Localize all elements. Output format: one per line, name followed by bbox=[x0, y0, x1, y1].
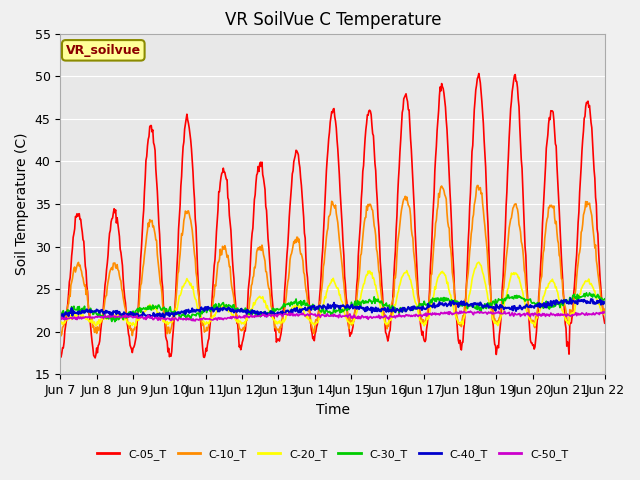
Line: C-50_T: C-50_T bbox=[60, 311, 605, 321]
C-50_T bbox=[207, 317, 215, 323]
C-20_T bbox=[179, 284, 186, 289]
C-05_T bbox=[602, 321, 609, 326]
C-40_T bbox=[67, 310, 74, 316]
X-axis label: Time: Time bbox=[316, 403, 350, 417]
C-10_T bbox=[474, 183, 481, 189]
C-20_T bbox=[207, 318, 215, 324]
C-20_T bbox=[131, 324, 139, 329]
C-40_T bbox=[56, 315, 64, 321]
C-10_T bbox=[123, 312, 131, 318]
C-40_T bbox=[160, 315, 168, 321]
C-10_T bbox=[416, 311, 424, 316]
C-20_T bbox=[602, 311, 609, 317]
C-40_T bbox=[602, 300, 609, 306]
C-10_T bbox=[400, 196, 408, 202]
Legend: C-05_T, C-10_T, C-20_T, C-30_T, C-40_T, C-50_T: C-05_T, C-10_T, C-20_T, C-30_T, C-40_T, … bbox=[93, 444, 573, 464]
C-20_T bbox=[400, 271, 408, 276]
C-50_T bbox=[56, 317, 64, 323]
Line: C-20_T: C-20_T bbox=[60, 262, 605, 326]
Line: C-05_T: C-05_T bbox=[60, 73, 605, 358]
C-05_T bbox=[67, 275, 74, 281]
C-50_T bbox=[400, 313, 408, 319]
C-30_T bbox=[602, 297, 609, 302]
C-40_T bbox=[179, 309, 186, 315]
C-30_T bbox=[111, 319, 118, 324]
C-05_T bbox=[92, 355, 99, 361]
C-20_T bbox=[122, 316, 130, 322]
C-30_T bbox=[123, 313, 131, 319]
C-20_T bbox=[416, 317, 424, 323]
C-05_T bbox=[416, 307, 424, 312]
C-40_T bbox=[207, 306, 215, 312]
C-05_T bbox=[207, 312, 215, 318]
C-40_T bbox=[416, 306, 424, 312]
C-50_T bbox=[67, 315, 74, 321]
C-10_T bbox=[602, 310, 609, 316]
C-30_T bbox=[416, 300, 424, 306]
C-30_T bbox=[582, 290, 590, 296]
C-20_T bbox=[56, 320, 64, 325]
C-30_T bbox=[400, 307, 408, 313]
C-50_T bbox=[467, 308, 474, 314]
C-40_T bbox=[122, 312, 130, 318]
Line: C-10_T: C-10_T bbox=[60, 186, 605, 336]
Text: VR_soilvue: VR_soilvue bbox=[66, 44, 141, 57]
Line: C-30_T: C-30_T bbox=[60, 293, 605, 322]
C-10_T bbox=[207, 311, 215, 317]
C-30_T bbox=[207, 305, 215, 311]
Title: VR SoilVue C Temperature: VR SoilVue C Temperature bbox=[225, 11, 441, 29]
C-30_T bbox=[67, 308, 74, 313]
Line: C-40_T: C-40_T bbox=[60, 298, 605, 318]
C-05_T bbox=[123, 320, 131, 325]
C-40_T bbox=[566, 295, 574, 301]
C-50_T bbox=[122, 314, 130, 320]
C-20_T bbox=[475, 259, 483, 265]
Y-axis label: Soil Temperature (C): Soil Temperature (C) bbox=[15, 133, 29, 275]
C-50_T bbox=[416, 312, 424, 318]
C-50_T bbox=[191, 318, 199, 324]
C-30_T bbox=[56, 314, 64, 320]
C-05_T bbox=[56, 353, 64, 359]
C-30_T bbox=[179, 312, 186, 317]
C-05_T bbox=[179, 156, 186, 162]
C-50_T bbox=[602, 310, 609, 316]
C-10_T bbox=[57, 333, 65, 339]
C-05_T bbox=[400, 96, 408, 102]
C-50_T bbox=[178, 316, 186, 322]
C-40_T bbox=[400, 306, 408, 312]
C-20_T bbox=[67, 312, 74, 318]
C-10_T bbox=[56, 328, 64, 334]
C-05_T bbox=[475, 71, 483, 76]
C-10_T bbox=[67, 282, 75, 288]
C-10_T bbox=[179, 232, 186, 238]
